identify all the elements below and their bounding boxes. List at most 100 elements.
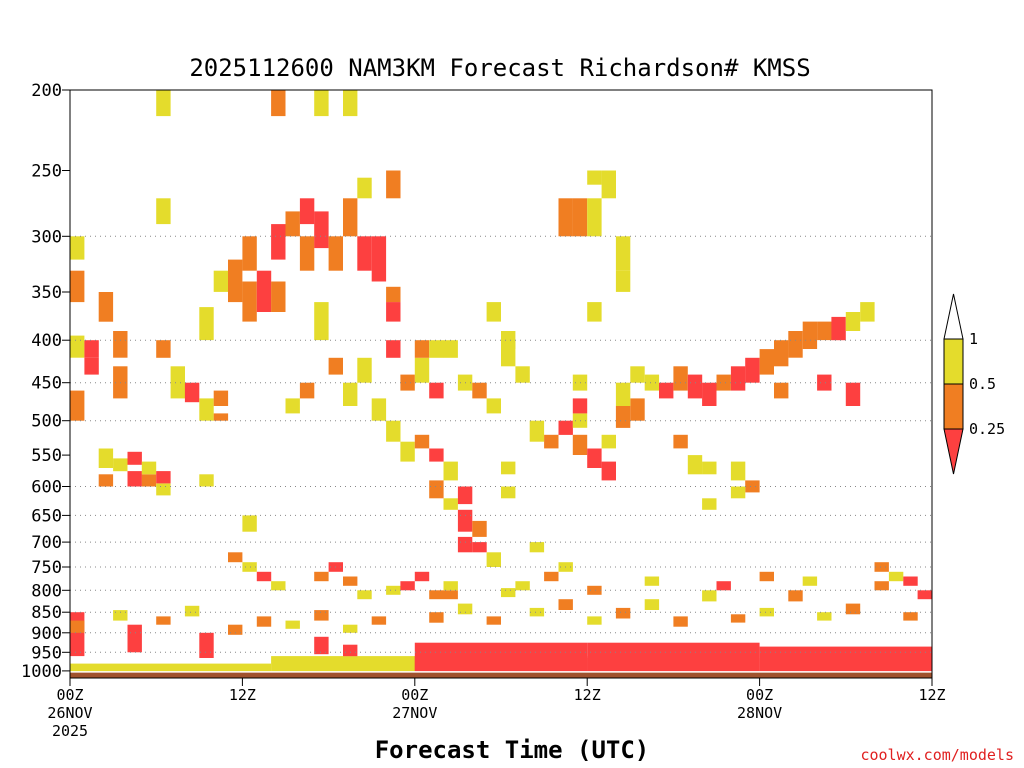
heatmap-cell: [472, 520, 487, 537]
heatmap-cell: [615, 406, 631, 428]
heatmap-cell: [874, 581, 889, 591]
heatmap-cell: [587, 616, 602, 625]
heatmap-cell: [184, 605, 200, 617]
heatmap-cell: [414, 434, 430, 449]
heatmap-cell: [572, 198, 588, 237]
heatmap-cell: [343, 644, 358, 657]
heatmap-cell: [429, 340, 444, 358]
y-tick-label: 850: [31, 603, 62, 623]
heatmap-cell: [730, 366, 746, 391]
heatmap-cell: [314, 90, 329, 117]
heatmap-cell: [702, 590, 717, 602]
heatmap-cell: [386, 420, 401, 442]
heatmap-cell: [113, 331, 128, 358]
heatmap-cell: [371, 398, 387, 421]
heatmap-cell: [386, 302, 401, 322]
heatmap-cell: [414, 571, 430, 582]
heatmap-cell: [587, 302, 602, 322]
heatmap-cell: [486, 616, 501, 625]
heatmap-cell: [70, 390, 85, 421]
heatmap-cell: [443, 581, 458, 591]
heatmap-cell: [429, 590, 444, 600]
heatmap-cell: [386, 170, 401, 199]
heatmap-cell: [156, 483, 171, 496]
heatmap-cell: [299, 236, 315, 271]
heatmap-cell: [716, 374, 731, 391]
heatmap-cell: [414, 357, 430, 383]
heatmap-cell: [903, 576, 918, 586]
credit-text: coolwx.com/models: [860, 746, 1014, 764]
heatmap-cell: [314, 610, 329, 621]
x-axis-label: Forecast Time (UTC): [375, 736, 650, 764]
y-tick-label: 800: [31, 581, 62, 601]
colorbar-top-arrow: [943, 293, 964, 340]
heatmap-cell: [515, 581, 530, 591]
heatmap-cell: [601, 461, 616, 481]
y-tick-label: 500: [31, 412, 62, 432]
heatmap-cell: [328, 357, 343, 375]
heatmap-cell: [501, 588, 516, 598]
heatmap-cell: [544, 571, 559, 582]
y-tick-label: 750: [31, 558, 62, 578]
heatmap-cell: [299, 382, 315, 399]
heatmap-cell: [314, 302, 329, 341]
heatmap-cell: [759, 349, 774, 375]
heatmap-cell: [343, 90, 358, 117]
heatmap-cell: [860, 302, 875, 322]
x-tick-label: 27NOV: [392, 704, 437, 722]
x-tick-label: 26NOV: [47, 704, 92, 722]
heatmap-cell: [558, 599, 573, 610]
heatmap-cell: [343, 198, 358, 237]
heatmap-cell: [98, 448, 114, 468]
heatmap-cell: [141, 461, 157, 475]
heatmap-cell: [242, 515, 257, 532]
heatmap-cell: [874, 562, 889, 572]
y-tick-label: 300: [31, 227, 62, 247]
heatmap-cell: [659, 382, 674, 399]
heatmap-cell: [141, 474, 157, 487]
heatmap-cell: [343, 624, 358, 633]
heatmap-cell: [156, 90, 171, 117]
heatmap-cell: [199, 307, 214, 341]
heatmap-cell: [457, 486, 473, 505]
x-tick-label: 00Z: [56, 686, 83, 704]
heatmap-cell: [98, 292, 114, 322]
heatmap-cell: [314, 211, 329, 249]
heatmap-cell: [888, 571, 904, 582]
heatmap-cell: [84, 357, 99, 375]
heatmap-cell: [343, 576, 358, 586]
colorbar-bottom-arrow: [943, 428, 964, 475]
heatmap-cell: [84, 340, 99, 358]
heatmap-cell: [256, 616, 272, 627]
heatmap-cell: [759, 571, 774, 582]
heatmap-cell: [170, 366, 185, 399]
heatmap-cell: [501, 486, 516, 499]
heatmap-cell: [127, 624, 142, 653]
heatmap-cell: [285, 211, 300, 237]
heatmap-cell: [156, 340, 171, 358]
x-tick-label: 12Z: [229, 686, 256, 704]
heatmap-cell: [299, 198, 315, 225]
heatmap-cell: [730, 461, 746, 481]
heatmap-cell: [572, 398, 588, 414]
heatmap-cell: [903, 612, 918, 621]
heatmap-cell: [357, 236, 372, 271]
heatmap-cell: [357, 590, 372, 600]
heatmap-cell: [400, 581, 415, 591]
heatmap-cell: [544, 434, 559, 449]
heatmap-cell: [702, 461, 717, 475]
heatmap-cell: [529, 607, 545, 617]
heatmap-cell: [587, 585, 602, 595]
heatmap-cell: [515, 366, 530, 383]
y-tick-label: 350: [31, 283, 62, 303]
heatmap-cell: [228, 624, 243, 635]
y-tick-label: 250: [31, 162, 62, 182]
heatmap-cell: [501, 340, 516, 367]
colorbar-segment: [943, 383, 964, 430]
heatmap-cell: [558, 198, 573, 237]
heatmap-cell: [745, 357, 760, 383]
ground-rect: [70, 671, 932, 678]
heatmap-cell: [127, 451, 142, 465]
heatmap-cell: [673, 366, 688, 391]
heatmap-cell: [730, 614, 746, 623]
